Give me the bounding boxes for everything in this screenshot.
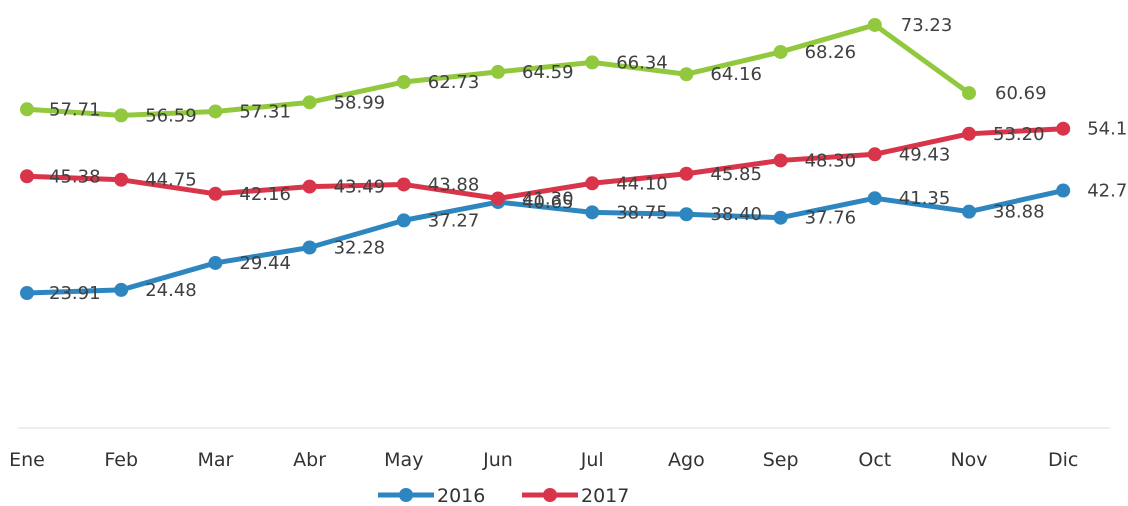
data-label-2016: 41.35 — [899, 188, 951, 209]
point-2016 — [867, 191, 882, 206]
data-label-2016: 29.44 — [239, 253, 291, 274]
point-third — [302, 95, 317, 110]
x-tick-label: Jul — [580, 449, 604, 471]
category-axis: Ene Feb Mar Abr May Jun Jul Ago Sep Oct Nov Dic — [9, 449, 1078, 471]
data-label-third: 60.69 — [995, 83, 1047, 104]
point-third — [208, 104, 223, 119]
data-label-2016: 38.75 — [616, 202, 668, 223]
point-third — [396, 75, 411, 90]
x-tick-label: Feb — [104, 449, 138, 471]
x-tick-label: Ago — [668, 449, 705, 471]
x-tick-label: Sep — [763, 449, 799, 471]
data-label-2017: 53.20 — [993, 124, 1045, 145]
point-2017 — [962, 126, 976, 141]
line-2016 — [24, 188, 1066, 296]
series-layer — [20, 17, 1071, 300]
point-2016 — [773, 210, 788, 225]
point-third — [491, 64, 505, 79]
data-label-2017: 43.88 — [428, 174, 480, 195]
data-label-third: 57.71 — [49, 99, 101, 120]
data-label-2017: 44.75 — [145, 170, 197, 191]
legend-swatch-marker — [543, 488, 557, 502]
legend-label: 2016 — [437, 485, 485, 506]
data-label-2016: 37.27 — [428, 210, 480, 231]
data-label-2016: 32.28 — [334, 238, 386, 259]
data-label-third: 58.99 — [334, 92, 386, 113]
point-2017 — [114, 172, 129, 187]
point-2016 — [962, 204, 976, 219]
data-label-2017: 45.85 — [710, 164, 762, 185]
x-tick-label: Ene — [9, 449, 45, 471]
data-label-2016: 42.76 — [1087, 181, 1128, 202]
x-tick-label: Jun — [482, 449, 513, 471]
point-third — [679, 67, 694, 82]
point-2016 — [396, 213, 411, 228]
point-2017 — [867, 147, 882, 162]
point-2017 — [396, 177, 411, 192]
data-label-2017: 43.49 — [334, 177, 386, 198]
point-2016 — [1056, 183, 1071, 198]
point-2017 — [679, 166, 694, 181]
line-2017 — [24, 126, 1066, 201]
point-third — [20, 102, 34, 117]
point-third — [962, 86, 976, 101]
point-2016 — [20, 286, 34, 300]
data-label-2016: 40.65 — [522, 192, 574, 213]
point-2017 — [302, 179, 317, 194]
point-third — [867, 17, 882, 32]
point-third — [114, 108, 129, 123]
data-label-2017: 42.16 — [239, 184, 291, 205]
point-third — [585, 55, 600, 70]
data-label-layer: 23.91 24.48 29.44 32.28 37.27 40.65 38.75 38.40… — [49, 15, 1128, 304]
legend: 2016 2017 — [378, 485, 629, 506]
point-2017 — [208, 186, 223, 201]
data-label-third: 62.73 — [428, 72, 480, 93]
data-label-2016: 38.40 — [710, 204, 762, 225]
point-2017 — [1056, 121, 1071, 136]
point-2016 — [114, 282, 129, 297]
data-label-2017: 54.14 — [1087, 119, 1128, 140]
point-2017 — [491, 191, 505, 206]
data-label-third: 73.23 — [901, 15, 953, 36]
data-label-2017: 49.43 — [899, 144, 951, 165]
data-label-2017: 48.30 — [805, 150, 857, 171]
x-tick-label: Abr — [293, 449, 326, 471]
x-tick-label: Nov — [950, 449, 987, 471]
data-label-third: 56.59 — [145, 105, 197, 126]
point-2016 — [679, 207, 694, 222]
x-tick-label: May — [384, 449, 423, 471]
point-third — [773, 44, 788, 59]
data-label-2017: 44.10 — [616, 173, 668, 194]
data-label-2016: 24.48 — [145, 280, 197, 301]
legend-swatch-marker — [399, 488, 413, 502]
legend-entry: 2016 — [378, 485, 485, 506]
point-2016 — [585, 205, 600, 220]
legend-label: 2017 — [581, 485, 629, 506]
data-label-third: 64.59 — [522, 62, 574, 83]
point-2017 — [773, 153, 788, 168]
point-2017 — [585, 176, 600, 191]
point-2016 — [208, 255, 223, 270]
data-label-2017: 41.30 — [522, 188, 574, 209]
point-2016 — [302, 240, 317, 255]
x-tick-label: Oct — [858, 449, 891, 471]
data-label-third: 66.34 — [616, 52, 668, 73]
data-label-third: 68.26 — [805, 42, 857, 63]
data-label-2016: 38.88 — [993, 202, 1045, 223]
data-label-third: 64.16 — [710, 64, 762, 85]
legend-entry: 2017 — [522, 485, 629, 506]
point-2017 — [20, 169, 34, 184]
x-tick-label: Mar — [197, 449, 233, 471]
data-label-third: 57.31 — [239, 101, 291, 122]
data-label-2017: 45.38 — [49, 166, 101, 187]
x-tick-label: Dic — [1048, 449, 1078, 471]
data-label-2016: 23.91 — [49, 283, 101, 304]
data-label-2016: 37.76 — [805, 208, 857, 229]
